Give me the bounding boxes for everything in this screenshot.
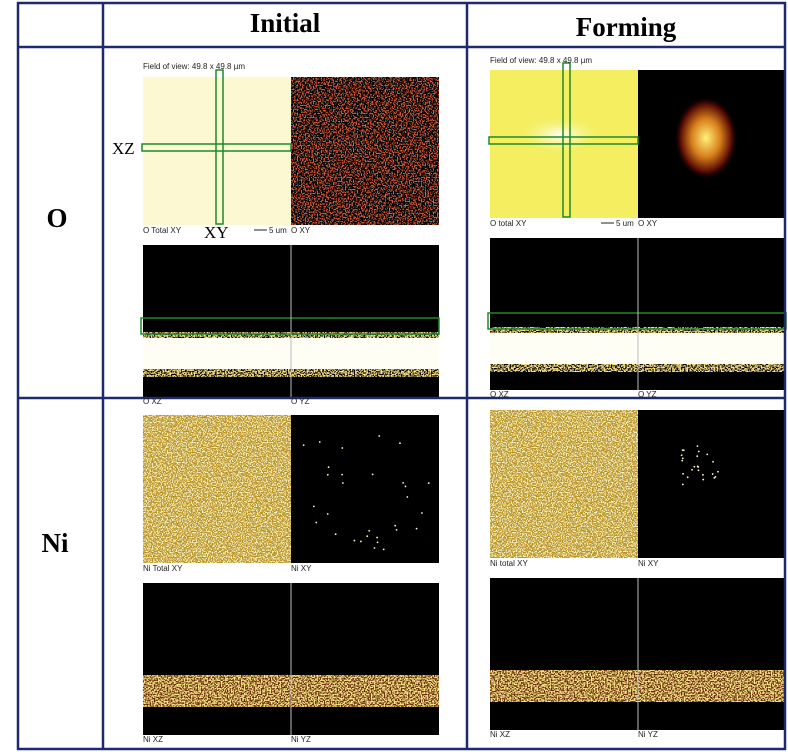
image-glow	[515, 115, 605, 155]
scale-label: 5 um	[269, 226, 287, 235]
image-dot	[428, 482, 430, 484]
image-dot	[372, 473, 374, 475]
image-dot	[327, 513, 329, 515]
image-dot	[378, 435, 380, 437]
image-dot	[702, 479, 704, 481]
scale-label: 5 um	[616, 219, 634, 228]
image-dot	[706, 453, 708, 455]
image-dot	[712, 461, 714, 463]
image-dot	[712, 473, 714, 475]
image-dot	[682, 484, 684, 486]
image-dot	[698, 451, 700, 453]
image-dot	[406, 496, 408, 498]
image-dot	[691, 469, 693, 471]
image-dot	[394, 525, 396, 527]
image-dot	[319, 441, 321, 443]
image-dot	[396, 529, 398, 531]
image-xy	[638, 410, 786, 558]
row-label: O	[46, 203, 67, 233]
image-dot	[377, 541, 379, 543]
image-xy	[291, 77, 439, 225]
column-header: Forming	[576, 12, 677, 42]
image-dot	[341, 447, 343, 449]
image-dot	[360, 541, 362, 543]
image-label: Ni total XY	[490, 559, 528, 568]
image-dot	[383, 548, 385, 550]
image-total	[143, 415, 291, 563]
image-dot	[702, 474, 704, 476]
image-dot	[683, 449, 685, 451]
row-label: Ni	[42, 528, 69, 558]
image-blob	[674, 96, 738, 180]
image-label: Ni YZ	[291, 735, 311, 744]
image-dot	[376, 537, 378, 539]
image-dot	[681, 454, 683, 456]
image-label: Ni XZ	[143, 735, 163, 744]
marker-label: XY	[204, 223, 229, 242]
image-label: Ni Total XY	[143, 564, 183, 573]
column-header: Initial	[250, 8, 321, 38]
image-label: Ni XY	[291, 564, 312, 573]
image-dot	[696, 455, 698, 457]
image-dot	[681, 460, 683, 462]
image-dot	[328, 466, 330, 468]
image-xy	[291, 415, 439, 563]
image-dot	[335, 533, 337, 535]
image-dot	[341, 474, 343, 476]
image-dot	[313, 505, 315, 507]
image-dot	[374, 547, 376, 549]
image-dot	[687, 476, 689, 478]
image-dot	[693, 466, 695, 468]
image-dot	[368, 530, 370, 532]
image-label: O XZ	[143, 397, 162, 406]
image-label: O total XY	[490, 219, 527, 228]
image-label: O Total XY	[143, 226, 182, 235]
image-total	[490, 410, 638, 558]
image-dot	[416, 528, 418, 530]
image-dot	[697, 466, 699, 468]
image-label: O XY	[291, 226, 311, 235]
image-dot	[405, 486, 407, 488]
image-dot	[315, 522, 317, 524]
image-dot	[366, 535, 368, 537]
image-dot	[715, 476, 717, 478]
image-dot	[682, 473, 684, 475]
image-dot	[698, 469, 700, 471]
image-label: O YZ	[291, 397, 310, 406]
image-dot	[402, 482, 404, 484]
image-label: O XZ	[490, 390, 509, 399]
figure: Initial Forming O Ni Field of view: 49.8…	[0, 0, 788, 752]
image-dot	[697, 445, 699, 447]
field-of-view: Field of view: 49.8 x 49.8 µm	[490, 56, 592, 65]
image-label: O YZ	[638, 390, 657, 399]
image-label: Ni YZ	[638, 730, 658, 739]
marker-label: XZ	[112, 139, 135, 158]
image-label: Ni XY	[638, 559, 659, 568]
image-dot	[399, 442, 401, 444]
field-of-view: Field of view: 49.8 x 49.8 µm	[143, 62, 245, 71]
image-dot	[717, 471, 719, 473]
image-dot	[303, 444, 305, 446]
image-dot	[327, 474, 329, 476]
image-dot	[682, 458, 684, 460]
image-dot	[353, 540, 355, 542]
image-label: Ni XZ	[490, 730, 510, 739]
image-label: O XY	[638, 219, 658, 228]
image-dot	[342, 482, 344, 484]
image-dot	[421, 512, 423, 514]
